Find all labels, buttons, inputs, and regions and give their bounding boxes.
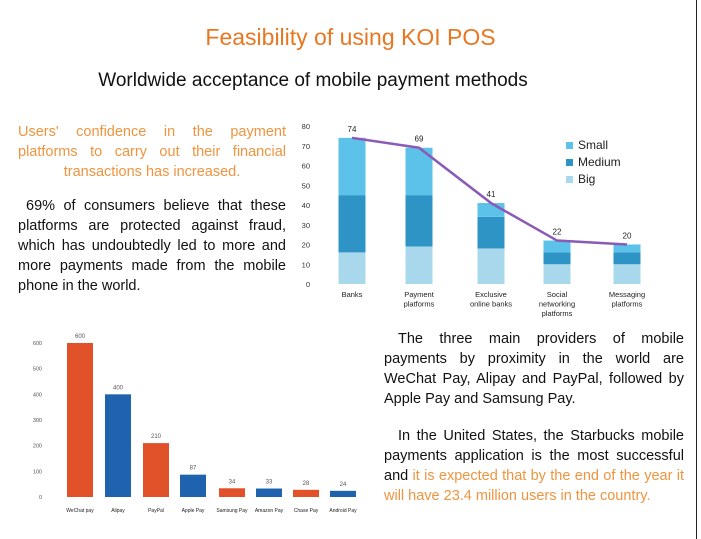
category-label: Banks xyxy=(342,290,363,299)
y-tick-label: 40 xyxy=(302,201,310,210)
value-label: 600 xyxy=(75,334,86,340)
trend-line xyxy=(351,136,628,246)
y-tick-label: 30 xyxy=(302,221,310,230)
bar-segment-medium xyxy=(477,216,505,249)
category-label: PayPal xyxy=(148,508,164,514)
y-tick-label: 0 xyxy=(39,495,42,501)
legend-label-medium: Medium xyxy=(578,155,621,169)
value-label: 24 xyxy=(340,482,347,488)
bar-segment-medium xyxy=(543,252,571,265)
fraud-protection-paragraph: 69% of consumers believe that these plat… xyxy=(18,198,286,294)
bar-segment-big xyxy=(613,264,641,284)
legend-swatch-big xyxy=(566,176,573,183)
y-tick-label: 500 xyxy=(33,367,42,373)
category-label: Chase Pay xyxy=(294,508,319,514)
provider-bar xyxy=(330,490,356,497)
bar-segment-small xyxy=(477,203,505,217)
provider-bar xyxy=(219,488,245,497)
value-label: 210 xyxy=(151,434,162,440)
bar-segment-small xyxy=(613,244,641,253)
value-label: 87 xyxy=(190,466,197,472)
bar-segment-big xyxy=(477,248,505,284)
page-edge-line xyxy=(696,0,697,539)
value-label: 33 xyxy=(266,480,273,486)
total-label: 69 xyxy=(415,135,424,144)
provider-bar xyxy=(143,443,169,497)
provider-bar xyxy=(256,488,282,497)
category-label: Amazon Pay xyxy=(255,508,284,514)
y-tick-label: 60 xyxy=(302,162,310,171)
bar-segment-big xyxy=(405,246,433,284)
total-label: 20 xyxy=(623,232,632,241)
provider-bar xyxy=(67,343,93,497)
category-label: Payment xyxy=(404,290,435,299)
legend-swatch-small xyxy=(566,142,573,149)
bar-segment-medium xyxy=(405,195,433,247)
total-label: 41 xyxy=(487,190,496,199)
bar-segment-medium xyxy=(613,252,641,265)
category-label: networking xyxy=(539,300,575,309)
value-label: 28 xyxy=(303,481,310,487)
category-label: Social xyxy=(547,290,568,299)
category-label: platforms xyxy=(612,300,643,309)
category-label: WeChat pay xyxy=(66,508,94,514)
bar-segment-big xyxy=(543,264,571,284)
legend-label-big: Big xyxy=(578,172,595,186)
bar-segment-medium xyxy=(338,195,366,253)
category-label: Samsung Pay xyxy=(216,508,248,514)
provider-bar xyxy=(293,489,319,497)
provider-bar xyxy=(105,394,131,497)
y-tick-label: 20 xyxy=(302,241,310,250)
category-label: Exclusive xyxy=(475,290,507,299)
value-label: 400 xyxy=(113,385,124,391)
starbucks-text: In the United States, the Starbucks mobi… xyxy=(384,428,684,484)
category-label: Apple Pay xyxy=(182,508,205,514)
bar-segment-small xyxy=(405,147,433,196)
y-tick-label: 400 xyxy=(33,392,42,398)
total-label: 22 xyxy=(553,228,562,237)
confidence-paragraph: Users' confidence in the payment platfor… xyxy=(18,124,286,180)
page-title: Feasibility of using KOI POS xyxy=(205,24,496,50)
starbucks-paragraph: In the United States, the Starbucks mobi… xyxy=(384,426,684,506)
category-label: platforms xyxy=(542,309,573,318)
y-tick-label: 70 xyxy=(302,142,310,151)
y-tick-label: 0 xyxy=(306,280,310,289)
providers-paragraph: The three main providers of mobile payme… xyxy=(384,331,684,407)
category-label: Android Pay xyxy=(329,508,357,514)
y-tick-label: 10 xyxy=(302,260,310,269)
y-tick-label: 100 xyxy=(33,469,42,475)
bar-segment-big xyxy=(338,252,366,284)
value-label: 34 xyxy=(229,479,236,485)
provider-bar xyxy=(180,474,206,497)
starbucks-forecast-text: it is expected that by the end of the ye… xyxy=(384,468,684,504)
category-label: Alipay xyxy=(111,508,125,514)
bar-segment-small xyxy=(338,137,366,196)
y-tick-label: 80 xyxy=(302,122,310,131)
y-tick-label: 600 xyxy=(33,341,42,347)
bar-segment-small xyxy=(543,240,571,253)
legend-swatch-medium xyxy=(566,159,573,166)
y-tick-label: 300 xyxy=(33,418,42,424)
total-label: 74 xyxy=(348,125,357,134)
legend-label-small: Small xyxy=(578,138,608,152)
y-tick-label: 200 xyxy=(33,444,42,450)
category-label: online banks xyxy=(470,300,512,309)
category-label: Messaging xyxy=(609,290,645,299)
y-tick-label: 50 xyxy=(302,181,310,190)
page-subtitle: Worldwide acceptance of mobile payment m… xyxy=(98,70,528,91)
category-label: platforms xyxy=(404,300,435,309)
